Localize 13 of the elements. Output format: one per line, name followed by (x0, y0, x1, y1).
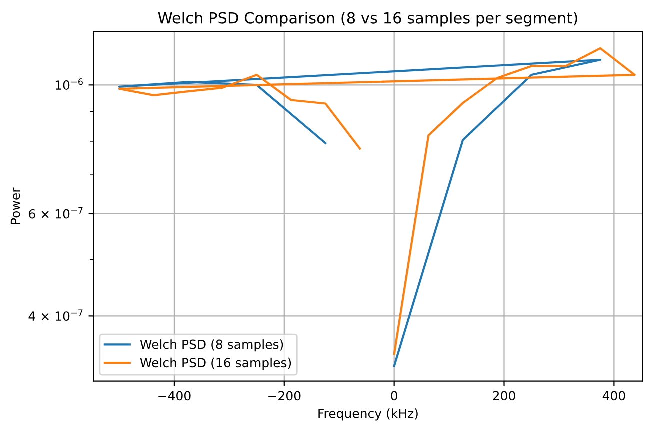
x-tick-label: −400 (158, 391, 191, 401)
x-tick-label: 200 (493, 391, 516, 401)
y-tick-label: 4 × 10$^{−7}$ (28, 310, 83, 322)
y-tick-label: 10$^{−6}$ (56, 78, 83, 90)
x-tick-label: 0 (391, 391, 398, 401)
y-axis-title: Power (10, 188, 20, 224)
x-axis-title: Frequency (kHz) (318, 408, 418, 421)
legend-label: Welch PSD (16 samples) (140, 358, 292, 370)
legend-label: Welch PSD (8 samples) (140, 340, 284, 352)
x-tick-label: 400 (602, 391, 626, 401)
chart-title: Welch PSD Comparison (8 vs 16 samples per segment) (158, 12, 578, 27)
y-tick-label: 6 × 10$^{−7}$ (29, 207, 83, 219)
x-tick-label: −200 (268, 391, 301, 401)
